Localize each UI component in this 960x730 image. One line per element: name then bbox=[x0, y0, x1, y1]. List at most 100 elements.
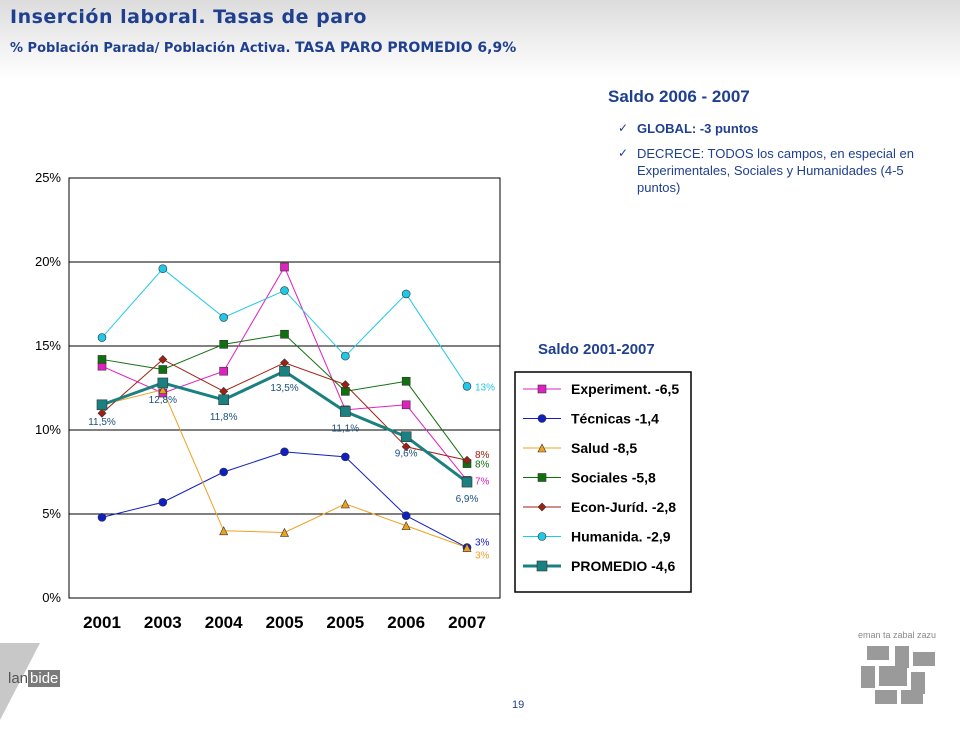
data-point bbox=[341, 351, 350, 361]
data-point bbox=[97, 513, 107, 522]
data-label: 11,8% bbox=[210, 412, 238, 423]
summary-bullet: ✓ DECRECE: TODOS los campos, en especial… bbox=[618, 145, 938, 196]
data-label: 11,1% bbox=[332, 424, 360, 435]
data-point bbox=[279, 365, 290, 377]
data-point bbox=[158, 365, 168, 374]
page-number: 19 bbox=[512, 699, 525, 711]
data-point bbox=[157, 377, 169, 389]
y-tick-label: 10% bbox=[35, 422, 61, 437]
data-point bbox=[537, 502, 547, 512]
data-point bbox=[158, 355, 168, 364]
y-tick-label: 0% bbox=[42, 590, 61, 605]
x-tick-label: 2003 bbox=[144, 613, 182, 632]
x-tick-label: 2005 bbox=[266, 613, 304, 632]
legend-entry: Econ-Juríd. -2,8 bbox=[571, 499, 676, 515]
legend-entry: Sociales -5,8 bbox=[571, 470, 656, 486]
bullet-text: GLOBAL: -3 puntos bbox=[637, 121, 759, 136]
data-point bbox=[219, 467, 228, 477]
data-point bbox=[219, 366, 228, 376]
data-label: 6,9% bbox=[456, 494, 479, 505]
y-tick-label: 20% bbox=[35, 254, 61, 269]
summary-bullet: ✓ GLOBAL: -3 puntos bbox=[618, 120, 938, 137]
data-point bbox=[536, 560, 548, 572]
data-label: 13% bbox=[475, 382, 495, 393]
data-label: 12,8% bbox=[149, 395, 177, 406]
data-point bbox=[537, 414, 547, 423]
line-chart: 0% 5% 10% 15% 20% 25% 2001 2003 2004 2005 2005 2006… bbox=[35, 170, 692, 632]
data-point bbox=[462, 455, 472, 465]
x-tick-label: 2004 bbox=[205, 613, 243, 632]
x-tick-label: 2007 bbox=[448, 613, 486, 632]
header-band bbox=[0, 0, 960, 80]
data-point bbox=[401, 442, 411, 452]
data-point bbox=[401, 376, 411, 386]
summary-heading: Saldo 2006 - 2007 bbox=[608, 87, 750, 106]
data-label: 8% bbox=[475, 450, 490, 461]
data-point bbox=[97, 408, 107, 418]
page-title: Inserción laboral. Tasas de paro bbox=[10, 6, 367, 28]
data-point bbox=[340, 380, 350, 390]
data-point bbox=[400, 431, 412, 443]
legend-entry: Técnicas -1,4 bbox=[571, 411, 659, 427]
brand-shape bbox=[0, 643, 40, 720]
data-label: 9,6% bbox=[395, 449, 418, 460]
legend-heading: Saldo 2001-2007 bbox=[538, 341, 655, 358]
legend-box bbox=[514, 371, 692, 593]
legend-entry: PROMEDIO -4,6 bbox=[571, 558, 675, 574]
data-label: 3% bbox=[475, 551, 490, 562]
brand-prefix: lan bbox=[8, 670, 29, 687]
data-point bbox=[462, 542, 472, 552]
data-point bbox=[158, 264, 168, 274]
subtitle-prefix: % Población Parada/ Población Activa. bbox=[10, 41, 291, 56]
data-point bbox=[401, 511, 411, 520]
data-point bbox=[158, 497, 168, 507]
data-label: 3% bbox=[475, 538, 490, 549]
data-point bbox=[401, 400, 411, 410]
data-point bbox=[340, 499, 350, 509]
university-logo-icon bbox=[861, 646, 935, 704]
brand-highlight: bide bbox=[28, 670, 61, 687]
data-point bbox=[96, 399, 108, 411]
data-point bbox=[341, 452, 350, 462]
data-point bbox=[537, 473, 547, 482]
data-point bbox=[219, 313, 228, 322]
data-label: 13,5% bbox=[270, 383, 298, 394]
data-point bbox=[280, 286, 289, 295]
data-point bbox=[280, 329, 289, 339]
data-point bbox=[219, 340, 228, 349]
y-tick-label: 25% bbox=[35, 170, 61, 185]
data-point bbox=[280, 527, 289, 537]
data-point bbox=[97, 355, 107, 364]
data-point bbox=[280, 447, 289, 457]
brand-logo: lan bide bbox=[8, 670, 61, 687]
x-tick-label: 2005 bbox=[326, 613, 364, 632]
data-point bbox=[219, 526, 229, 536]
legend-entry: Experiment. -6,5 bbox=[571, 381, 679, 397]
data-point bbox=[218, 394, 229, 406]
data-point bbox=[537, 443, 547, 453]
check-arrow-icon: ✓ bbox=[618, 146, 629, 160]
legend-entry: Humanida. -2,9 bbox=[571, 529, 671, 545]
data-label: 11,5% bbox=[88, 417, 116, 428]
y-tick-label: 15% bbox=[35, 338, 61, 353]
subtitle-highlight: TASA PARO PROMEDIO 6,9% bbox=[294, 40, 517, 56]
data-point bbox=[537, 532, 547, 541]
check-arrow-icon: ✓ bbox=[618, 121, 629, 135]
data-point bbox=[158, 385, 168, 394]
data-point bbox=[462, 382, 472, 391]
logo-caption: eman ta zabal zazu bbox=[858, 630, 937, 640]
data-label: 8% bbox=[475, 460, 490, 471]
data-point bbox=[280, 262, 289, 272]
bullet-text: DECRECE: TODOS los campos, en especial e… bbox=[637, 146, 914, 195]
x-tick-label: 2001 bbox=[83, 613, 121, 632]
data-point bbox=[401, 521, 411, 531]
data-point bbox=[97, 333, 107, 342]
y-tick-label: 5% bbox=[42, 506, 61, 521]
data-point bbox=[340, 406, 351, 417]
data-point bbox=[461, 476, 473, 488]
legend-entry: Salud -8,5 bbox=[571, 440, 637, 456]
data-point bbox=[537, 384, 547, 394]
summary-bullets: ✓ GLOBAL: -3 puntos ✓ DECRECE: TODOS los… bbox=[618, 120, 938, 204]
x-tick-label: 2006 bbox=[387, 613, 425, 632]
data-point bbox=[401, 289, 411, 299]
